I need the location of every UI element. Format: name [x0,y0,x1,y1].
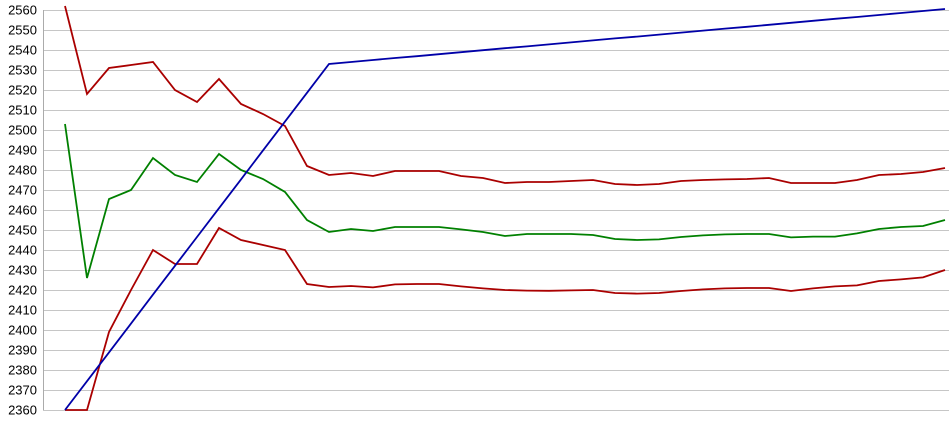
y-tick-label: 2540 [8,43,37,58]
y-tick-label: 2490 [8,143,37,158]
y-tick-label: 2400 [8,323,37,338]
y-tick-label: 2510 [8,103,37,118]
series-green-line [64,123,946,279]
y-tick-label: 2440 [8,243,37,258]
y-tick-label: 2360 [8,403,37,418]
y-tick-label: 2500 [8,123,37,138]
y-tick-label: 2460 [8,203,37,218]
y-tick-label: 2450 [8,223,37,238]
y-tick-label: 2420 [8,283,37,298]
y-tick-label: 2370 [8,383,37,398]
y-tick-label: 2390 [8,343,37,358]
y-tick-label: 2430 [8,263,37,278]
y-tick-label: 2530 [8,63,37,78]
y-tick-label: 2480 [8,163,37,178]
series-blue-line [64,8,946,411]
y-tick-label: 2550 [8,23,37,38]
series-upper-red-line [64,5,946,186]
y-tick-label: 2470 [8,183,37,198]
y-tick-label: 2380 [8,363,37,378]
y-tick-label: 2520 [8,83,37,98]
y-tick-label: 2560 [8,3,37,18]
series-lower-red-line [65,226,946,411]
y-tick-label: 2410 [8,303,37,318]
